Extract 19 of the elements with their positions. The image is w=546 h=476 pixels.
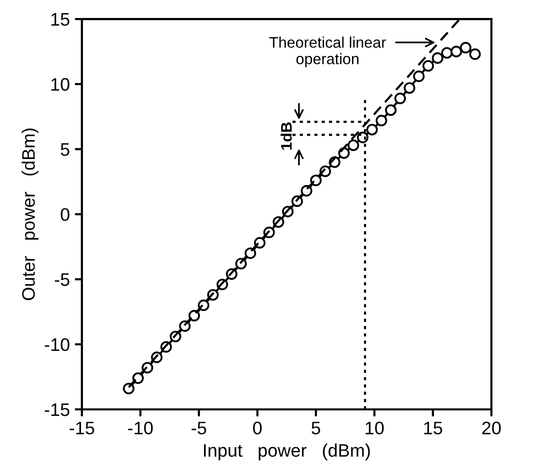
x-tick-label: 5 [312,422,320,434]
x-tick-label: -15 [70,422,94,434]
y-tick-label: 15 [51,13,70,26]
x-tick-label: 20 [482,422,501,434]
y-tick-label: -10 [44,338,70,352]
y-tick-label: 5 [60,143,70,156]
x-tick-label: -10 [128,422,153,434]
x-tick-label: 15 [424,422,442,434]
y-tick-label: -15 [44,403,70,416]
x-axis-title: Input power (dBm) [204,444,370,460]
x-tick-label: 10 [366,422,384,434]
y-tick-label: 0 [60,208,70,221]
y-axis-title: Outer power (dBm) [22,128,38,300]
annotation: 1dB [280,122,292,150]
x-tick-label: -5 [192,422,206,434]
annotation: Theoretical linear operation [269,36,386,68]
y-tick-label: 10 [51,78,70,91]
x-tick-label: 0 [253,422,262,434]
y-tick-label: -5 [54,273,70,286]
